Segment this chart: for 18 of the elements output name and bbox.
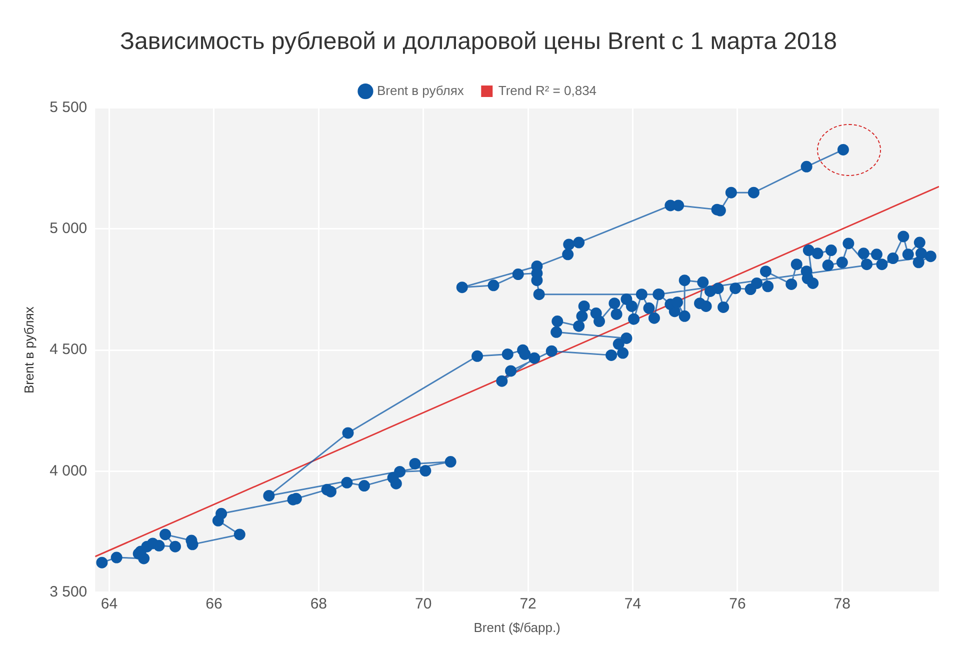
x-tick-label: 78 [834,596,850,613]
x-tick-label: 68 [310,596,328,613]
y-tick-label: 3 500 [50,584,88,601]
x-tick-label: 64 [100,596,118,613]
legend-label: Trend R² = 0,834 [498,82,597,98]
x-axis-title: Brent ($/барр.) [474,620,560,635]
y-tick-label: 4 500 [50,341,88,358]
y-tick-label: 4 000 [50,462,88,480]
x-tick-label: 70 [415,596,432,613]
x-tick-label: 76 [729,596,746,613]
legend-label: Brent в рублях [376,82,464,98]
y-axis-title: Brent в рублях [21,306,36,394]
x-tick-label: 74 [624,596,642,613]
x-tick-label: 72 [520,596,536,613]
x-tick-label: 66 [206,596,222,613]
chart-title: Зависимость рублевой и долларовой цены Brent с 1 марта 2018 [120,28,838,56]
y-tick-label: 5 500 [50,98,88,116]
y-tick-label: 5 000 [50,220,88,238]
